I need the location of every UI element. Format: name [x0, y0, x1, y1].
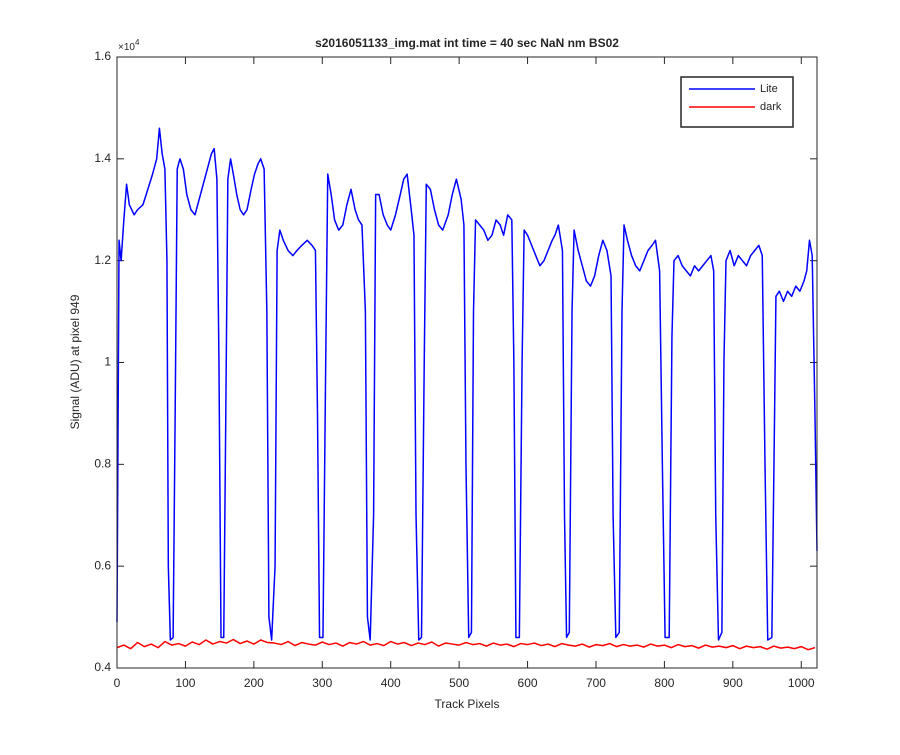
x-tick-label: 200	[244, 676, 264, 690]
series-line	[116, 638, 816, 651]
x-tick-label: 900	[723, 676, 743, 690]
y-multiplier: ×104	[118, 38, 140, 53]
y-tick-label: 0.8	[94, 457, 111, 471]
y-tick-label: 0.4	[94, 660, 111, 674]
y-tick-label: 1	[104, 355, 111, 369]
y-tick-label: 1.2	[94, 253, 111, 267]
x-tick-label: 700	[586, 676, 606, 690]
x-tick-label: 300	[312, 676, 332, 690]
series-line	[116, 127, 818, 641]
x-tick-label: 400	[381, 676, 401, 690]
y-tick-label: 1.6	[94, 49, 111, 63]
y-multiplier-exp: 4	[135, 38, 140, 47]
legend: Lite dark	[680, 76, 794, 128]
legend-box	[680, 76, 794, 128]
y-axis-label: Signal (ADU) at pixel 949	[68, 294, 82, 429]
chart-title: s2016051133_img.mat int time = 40 sec Na…	[315, 36, 619, 50]
legend-label: Lite	[760, 83, 778, 95]
x-tick-label: 100	[175, 676, 195, 690]
axes-box	[116, 56, 818, 669]
y-multiplier-base: ×10	[118, 42, 135, 53]
x-axis-label: Track Pixels	[435, 697, 500, 711]
x-tick-label: 600	[518, 676, 538, 690]
x-tick-label: 500	[449, 676, 469, 690]
legend-label: dark	[760, 101, 782, 113]
x-tick-label: 0	[114, 676, 121, 690]
y-tick-label: 0.6	[94, 558, 111, 572]
y-tick-label: 1.4	[94, 151, 111, 165]
x-tick-label: 1000	[788, 676, 815, 690]
x-tick-label: 800	[654, 676, 674, 690]
